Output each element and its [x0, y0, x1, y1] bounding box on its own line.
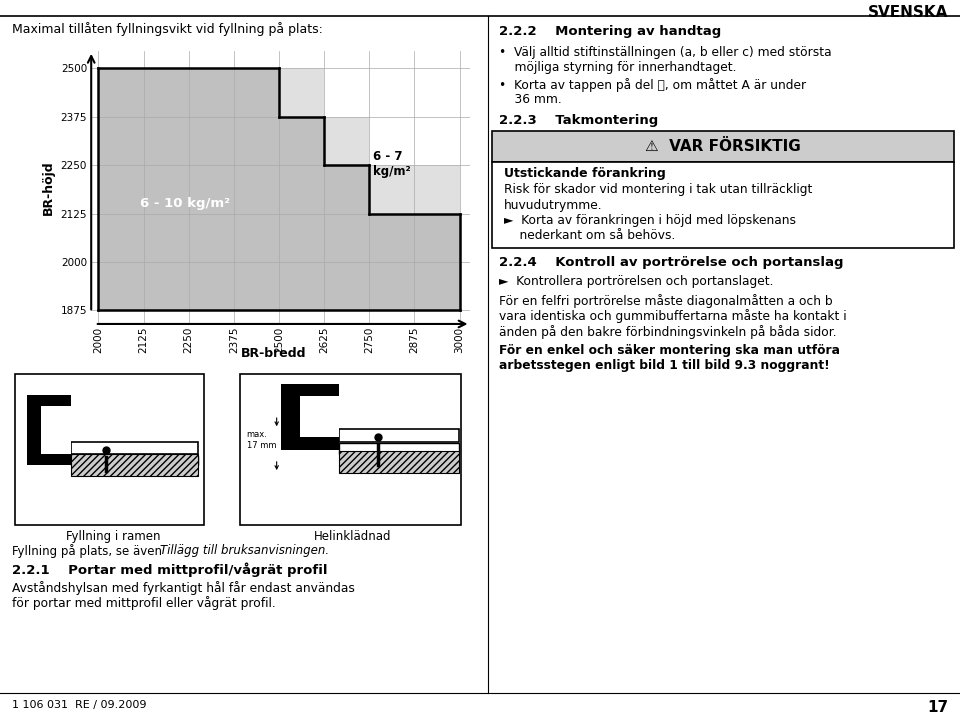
Text: ►  Korta av förankringen i höjd med löpskenans: ► Korta av förankringen i höjd med löpsk…: [504, 214, 796, 227]
Bar: [339, 451, 459, 473]
Bar: [27, 395, 71, 405]
Text: ⚠  VAR FÖRSIKTIG: ⚠ VAR FÖRSIKTIG: [645, 139, 801, 154]
Text: Helinklädnad: Helinklädnad: [314, 530, 391, 543]
Bar: [99, 68, 279, 310]
Text: För en felfri portrörelse måste diagonalmåtten a och b: För en felfri portrörelse måste diagonal…: [499, 294, 833, 308]
Bar: [339, 443, 459, 454]
Text: 2.2.4    Kontroll av portrörelse och portanslag: 2.2.4 Kontroll av portrörelse och portan…: [499, 256, 844, 269]
Text: Fyllning i ramen: Fyllning i ramen: [66, 530, 160, 543]
Bar: [324, 165, 370, 310]
Text: 36 mm.: 36 mm.: [499, 93, 562, 106]
Text: SVENSKA: SVENSKA: [868, 5, 948, 20]
Bar: [71, 442, 199, 454]
Bar: [324, 116, 370, 165]
Text: ►  Kontrollera portrörelsen och portanslaget.: ► Kontrollera portrörelsen och portansla…: [499, 275, 774, 288]
Text: 1 106 031  RE / 09.2009: 1 106 031 RE / 09.2009: [12, 700, 146, 711]
Bar: [281, 384, 339, 396]
Bar: [27, 454, 71, 465]
Text: •  Korta av tappen på del Ⓞ, om måttet A är under: • Korta av tappen på del Ⓞ, om måttet A …: [499, 78, 806, 92]
Bar: [279, 116, 324, 310]
Bar: [279, 68, 324, 116]
Text: BR-bredd: BR-bredd: [241, 347, 306, 360]
Text: 6 - 10 kg/m²: 6 - 10 kg/m²: [140, 197, 230, 210]
Text: max.
17 mm: max. 17 mm: [247, 430, 276, 450]
Text: nederkant om så behövs.: nederkant om så behövs.: [504, 229, 676, 242]
Bar: [281, 384, 300, 449]
Text: 17: 17: [927, 700, 948, 716]
Bar: [281, 437, 339, 449]
Text: •  Välj alltid stiftinställningen (a, b eller c) med största: • Välj alltid stiftinställningen (a, b e…: [499, 46, 831, 59]
Bar: [71, 454, 199, 476]
Text: arbetsstegen enligt bild 1 till bild 9.3 noggrant!: arbetsstegen enligt bild 1 till bild 9.3…: [499, 359, 830, 372]
Bar: [71, 456, 199, 465]
Text: Risk för skador vid montering i tak utan tillräckligt: Risk för skador vid montering i tak utan…: [504, 183, 812, 197]
Text: änden på den bakre förbindningsvinkeln på båda sidor.: änden på den bakre förbindningsvinkeln p…: [499, 325, 837, 339]
Text: för portar med mittprofil eller vågrät profil.: för portar med mittprofil eller vågrät p…: [12, 596, 276, 610]
Bar: [41, 405, 71, 454]
Y-axis label: BR-höjd: BR-höjd: [42, 160, 55, 215]
Bar: [370, 165, 460, 213]
Bar: [370, 213, 460, 310]
Text: 6 - 7
kg/m²: 6 - 7 kg/m²: [372, 150, 411, 178]
Bar: [339, 430, 459, 442]
Text: Maximal tillåten fyllningsvikt vid fyllning på plats:: Maximal tillåten fyllningsvikt vid fylln…: [12, 22, 323, 36]
Bar: [300, 396, 339, 437]
Text: 2.2.3    Takmontering: 2.2.3 Takmontering: [499, 114, 659, 127]
Text: Tillägg till bruksanvisningen.: Tillägg till bruksanvisningen.: [160, 544, 329, 557]
Text: För en enkel och säker montering ska man utföra: För en enkel och säker montering ska man…: [499, 344, 840, 357]
Text: vara identiska och gummibuffertarna måste ha kontakt i: vara identiska och gummibuffertarna måst…: [499, 309, 847, 323]
Text: möjliga styrning för innerhandtaget.: möjliga styrning för innerhandtaget.: [499, 61, 736, 74]
Text: Utstickande förankring: Utstickande förankring: [504, 167, 665, 181]
Text: 2.2.2    Montering av handtag: 2.2.2 Montering av handtag: [499, 25, 722, 39]
Text: Fyllning på plats, se även: Fyllning på plats, se även: [12, 544, 165, 558]
Text: huvudutrymme.: huvudutrymme.: [504, 199, 603, 212]
Text: Avståndshylsan med fyrkantigt hål får endast användas: Avståndshylsan med fyrkantigt hål får en…: [12, 581, 354, 595]
Bar: [27, 395, 41, 465]
Text: 2.2.1    Portar med mittprofil/vågrät profil: 2.2.1 Portar med mittprofil/vågrät profi…: [12, 562, 327, 577]
